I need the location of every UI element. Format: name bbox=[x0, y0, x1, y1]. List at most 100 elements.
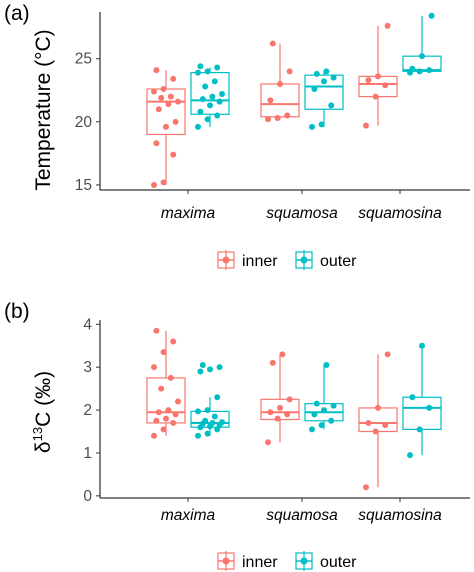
box-rect bbox=[358, 407, 398, 433]
data-point bbox=[384, 351, 391, 358]
panel-b-category-labels: maxima squamosa squamosina bbox=[161, 498, 442, 524]
panel-b: (b) δ13C (‰) 0 1 2 3 4 maxima squamosa squamos… bbox=[4, 300, 470, 571]
data-point bbox=[365, 419, 372, 426]
data-point bbox=[151, 432, 157, 439]
data-point bbox=[311, 86, 318, 93]
data-point bbox=[195, 69, 201, 76]
data-point bbox=[416, 426, 423, 433]
data-point bbox=[265, 439, 271, 446]
data-point bbox=[151, 181, 157, 188]
data-point bbox=[284, 112, 291, 119]
data-point bbox=[274, 115, 281, 122]
data-point bbox=[155, 106, 162, 113]
y-tick-label: 4 bbox=[83, 316, 92, 333]
panel-a-y-axis-label: Temperature (°C) bbox=[32, 29, 55, 190]
data-point bbox=[204, 407, 211, 414]
data-point bbox=[407, 452, 413, 459]
data-point bbox=[160, 179, 167, 186]
data-point bbox=[409, 65, 416, 72]
data-point bbox=[160, 426, 167, 433]
panel-b-tag: (b) bbox=[4, 300, 30, 323]
data-point bbox=[309, 426, 315, 433]
data-point bbox=[151, 88, 157, 95]
data-point bbox=[286, 68, 293, 75]
data-point bbox=[375, 404, 381, 411]
y-tick-label: 20 bbox=[75, 114, 93, 131]
data-point bbox=[195, 408, 201, 415]
box-inner-squamosa bbox=[260, 40, 300, 123]
data-point bbox=[313, 400, 320, 407]
data-point bbox=[167, 93, 174, 100]
data-point bbox=[321, 78, 327, 85]
data-point bbox=[365, 77, 372, 84]
data-point bbox=[382, 82, 389, 89]
panel-a-category-labels: maxima squamosa squamosina bbox=[161, 190, 442, 222]
data-point bbox=[195, 123, 201, 130]
data-point bbox=[209, 419, 216, 426]
category-label-squamosa: squamosa bbox=[266, 205, 338, 222]
data-point bbox=[284, 411, 291, 418]
data-point bbox=[321, 407, 327, 414]
data-point bbox=[214, 112, 221, 119]
legend-key-point bbox=[300, 256, 308, 264]
y-tick-label: 3 bbox=[83, 359, 92, 376]
data-point bbox=[204, 68, 211, 75]
panel-a: (a) Temperature (°C) 15 20 25 maxima squamo… bbox=[4, 2, 470, 270]
panel-a-y-ticks: 15 20 25 bbox=[75, 12, 470, 194]
box-outer-squamosa bbox=[304, 68, 344, 130]
data-point bbox=[214, 64, 221, 71]
box-inner-maxima bbox=[146, 327, 186, 439]
panel-b-y-label-delta: δ bbox=[32, 441, 55, 453]
panel-b-y-ticks: 0 1 2 3 4 bbox=[83, 316, 470, 505]
data-point bbox=[269, 40, 276, 47]
data-point bbox=[330, 402, 337, 409]
data-point bbox=[211, 413, 218, 420]
data-point bbox=[426, 67, 433, 74]
legend-item-inner: inner bbox=[217, 250, 278, 270]
data-point bbox=[199, 362, 206, 369]
box-rect bbox=[260, 83, 300, 118]
data-point bbox=[313, 70, 320, 77]
data-point bbox=[199, 96, 206, 103]
data-point bbox=[382, 422, 389, 429]
box-rect bbox=[358, 75, 398, 98]
data-point bbox=[323, 68, 330, 75]
data-point bbox=[204, 116, 211, 123]
data-point bbox=[165, 101, 172, 108]
data-point bbox=[172, 118, 179, 125]
data-point bbox=[426, 404, 433, 411]
data-point bbox=[311, 411, 318, 418]
box-outer-squamosa bbox=[304, 362, 344, 433]
data-point bbox=[309, 123, 315, 130]
legend-item-outer: outer bbox=[295, 551, 357, 571]
data-point bbox=[158, 385, 165, 392]
data-point bbox=[202, 83, 209, 90]
data-point bbox=[375, 73, 381, 80]
data-point bbox=[209, 93, 216, 100]
data-point bbox=[153, 140, 160, 147]
data-point bbox=[274, 415, 281, 422]
panel-a-legend: inner outer bbox=[217, 250, 357, 270]
data-point bbox=[277, 80, 283, 87]
data-point bbox=[163, 415, 169, 422]
legend-item-inner: inner bbox=[217, 551, 278, 571]
data-point bbox=[151, 364, 157, 371]
data-point bbox=[318, 121, 325, 128]
data-point bbox=[197, 368, 204, 375]
panel-b-boxes bbox=[146, 327, 442, 491]
category-label-squamosa: squamosa bbox=[266, 507, 338, 524]
panel-a-tag: (a) bbox=[4, 2, 30, 25]
box-inner-squamosina bbox=[358, 22, 398, 129]
panel-b-y-label-rest: C (‰) bbox=[32, 371, 55, 427]
data-point bbox=[318, 422, 325, 429]
data-point bbox=[160, 349, 167, 356]
data-point bbox=[172, 411, 179, 418]
data-point bbox=[160, 86, 167, 93]
data-point bbox=[167, 374, 174, 381]
data-point bbox=[328, 417, 335, 424]
data-point bbox=[409, 394, 416, 401]
data-point bbox=[175, 98, 181, 105]
box-outer-maxima bbox=[190, 362, 230, 439]
data-point bbox=[372, 428, 379, 435]
data-point bbox=[219, 419, 225, 426]
